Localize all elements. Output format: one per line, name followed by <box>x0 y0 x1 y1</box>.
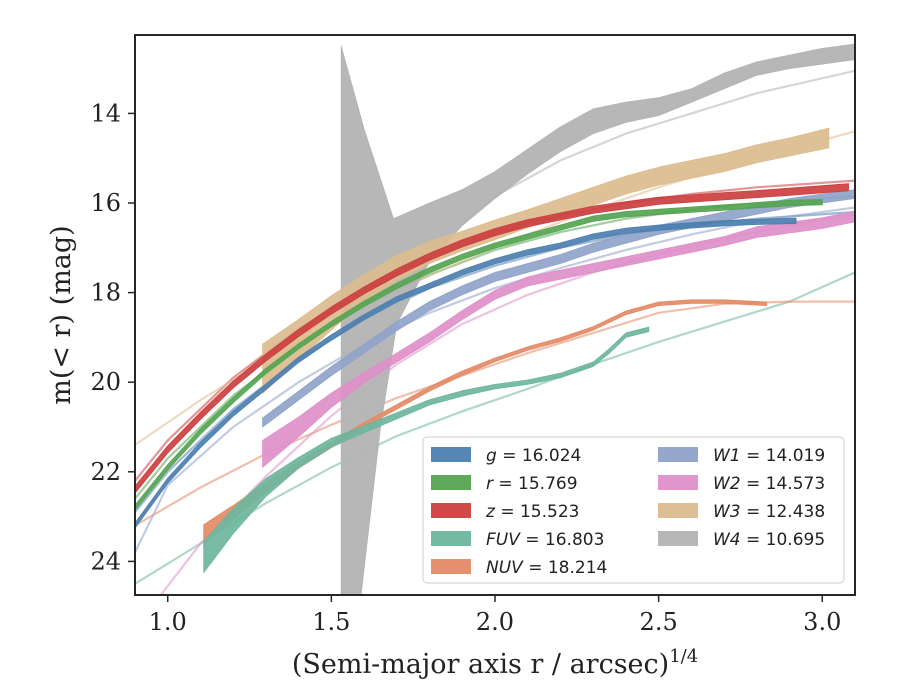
profile-band-w1 <box>262 189 855 428</box>
y-axis-label: m(< r) (mag) <box>46 225 77 404</box>
legend-label: FUV = 16.803 <box>486 530 604 550</box>
legend-label: W2 = 14.573 <box>713 474 825 494</box>
legend-label: NUV = 18.214 <box>486 558 607 578</box>
legend-entry-fuv: FUV = 16.803 <box>431 530 604 550</box>
legend-entry-r: r = 15.769 <box>431 474 578 494</box>
legend-label: W4 = 10.695 <box>713 530 825 550</box>
legend-swatch <box>431 531 471 546</box>
x-tick-label: 1.0 <box>149 608 187 636</box>
x-tick-label: 1.5 <box>312 608 350 636</box>
legend-box <box>422 436 845 584</box>
y-tick-label: 20 <box>90 368 121 396</box>
legend-entry-w2: W2 = 14.573 <box>658 474 825 494</box>
legend-swatch <box>658 503 698 518</box>
legend-label: z = 15.523 <box>485 502 579 522</box>
legend-entry-g: g = 16.024 <box>431 446 581 466</box>
legend: g = 16.024 r = 15.769 z = 15.523 FUV = 16.8… <box>422 436 845 584</box>
axis-ticks: 1.0 1.5 2.0 2.5 3.0 14 16 18 20 22 24 <box>90 99 841 636</box>
profile-bands <box>135 43 855 595</box>
profile-band-w4 <box>340 43 855 595</box>
plot-frame <box>134 34 856 596</box>
y-tick-label: 14 <box>90 99 121 127</box>
legend-swatch <box>431 559 471 574</box>
legend-swatch <box>658 531 698 546</box>
legend-entry-z: z = 15.523 <box>431 502 579 522</box>
model-line-fuv <box>135 271 855 585</box>
profile-band-w3 <box>262 127 830 394</box>
x-axis-label-main: (Semi-major axis r / arcsec) <box>292 649 669 680</box>
x-tick-label: 2.5 <box>640 608 678 636</box>
legend-swatch <box>658 475 698 490</box>
legend-entry-w4: W4 = 10.695 <box>658 530 825 550</box>
x-axis-label: (Semi-major axis r / arcsec)1/4 <box>292 646 698 680</box>
profile-band-r <box>135 199 823 511</box>
y-tick-label: 18 <box>90 279 121 307</box>
x-axis-label-exponent: 1/4 <box>669 646 698 667</box>
legend-entry-nuv: NUV = 18.214 <box>431 558 607 578</box>
legend-label: W3 = 12.438 <box>713 502 825 522</box>
model-line-w1 <box>135 206 855 553</box>
profile-band-w2 <box>262 210 855 468</box>
profile-band-fuv <box>203 326 650 573</box>
y-tick-label: 16 <box>90 189 121 217</box>
legend-label: g = 16.024 <box>486 446 581 466</box>
y-tick-label: 22 <box>90 458 121 486</box>
x-tick-label: 3.0 <box>803 608 841 636</box>
profile-band-g <box>135 217 797 529</box>
legend-entry-w3: W3 = 12.438 <box>658 502 825 522</box>
legend-label: r = 15.769 <box>486 474 578 494</box>
legend-swatch <box>431 447 471 462</box>
legend-label: W1 = 14.019 <box>713 446 825 466</box>
legend-swatch <box>431 475 471 490</box>
x-tick-label: 2.0 <box>476 608 514 636</box>
profile-band-z <box>135 183 849 494</box>
legend-swatch <box>431 503 471 518</box>
legend-items: g = 16.024 r = 15.769 z = 15.523 FUV = 16.8… <box>431 446 825 578</box>
legend-entry-w1: W1 = 14.019 <box>658 446 825 466</box>
y-tick-label: 24 <box>90 547 121 575</box>
legend-swatch <box>658 447 698 462</box>
